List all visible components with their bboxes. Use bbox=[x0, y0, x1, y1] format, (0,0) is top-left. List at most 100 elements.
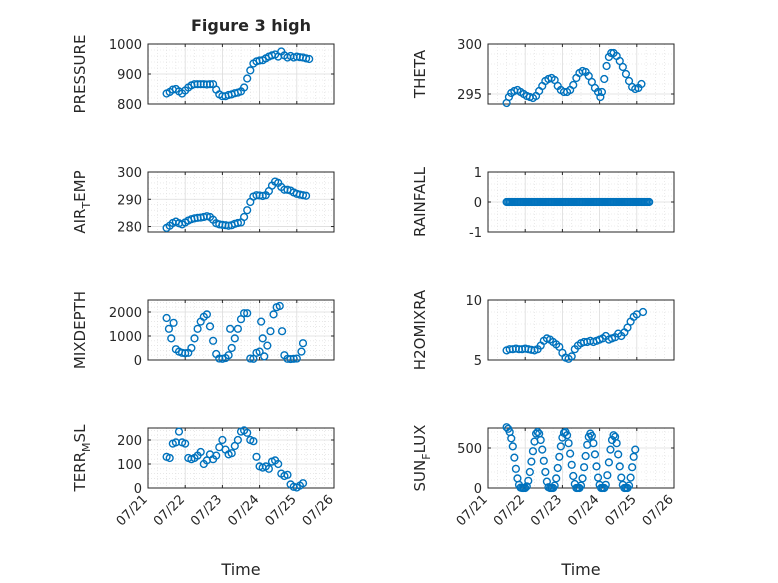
x-tick-label: 07/22 bbox=[491, 492, 528, 529]
data-point bbox=[637, 79, 646, 89]
x-axis-label: Time bbox=[560, 560, 600, 579]
data-point bbox=[587, 431, 596, 441]
data-series bbox=[502, 48, 646, 108]
data-point bbox=[164, 324, 174, 333]
data-series bbox=[502, 197, 654, 207]
data-point bbox=[187, 343, 196, 353]
data-point bbox=[302, 191, 311, 200]
data-point bbox=[298, 191, 308, 200]
x-tick-label: 07/23 bbox=[528, 492, 565, 529]
data-point bbox=[298, 339, 308, 348]
data-point bbox=[289, 354, 298, 363]
y-axis-label: RAINFALL bbox=[411, 166, 429, 237]
data-point bbox=[593, 473, 603, 482]
data-point bbox=[645, 197, 654, 207]
data-point bbox=[205, 322, 215, 331]
y-tick-label: 1000 bbox=[109, 330, 142, 345]
data-point bbox=[604, 52, 614, 62]
data-point bbox=[621, 69, 631, 79]
data-point bbox=[264, 464, 274, 473]
data-point bbox=[243, 206, 252, 215]
data-point bbox=[205, 80, 215, 89]
data-point bbox=[305, 54, 314, 64]
data-point bbox=[567, 460, 576, 469]
data-point bbox=[602, 61, 611, 71]
data-point bbox=[638, 307, 648, 317]
data-point bbox=[190, 334, 199, 343]
data-point bbox=[600, 74, 609, 84]
data-series bbox=[162, 301, 308, 364]
subplot-air-temp: 280 290 300 AIRTEMP bbox=[71, 166, 335, 236]
data-point bbox=[233, 324, 243, 333]
subplot-rainfall: -1 0 1 RAINFALL bbox=[411, 166, 675, 241]
data-point bbox=[592, 462, 601, 471]
figure-title: Figure 3 high bbox=[191, 16, 311, 35]
data-point bbox=[218, 435, 227, 445]
data-point bbox=[233, 218, 243, 228]
y-tick-label: 800 bbox=[117, 98, 142, 113]
axes-box bbox=[487, 299, 675, 361]
data-point bbox=[606, 445, 615, 454]
data-point bbox=[615, 462, 624, 471]
data-point bbox=[240, 309, 249, 318]
y-tick-label: 200 bbox=[117, 434, 142, 449]
data-point bbox=[525, 467, 534, 477]
data-point bbox=[246, 66, 255, 75]
data-point bbox=[504, 92, 514, 102]
x-tick-label: 07/23 bbox=[188, 492, 225, 529]
data-point bbox=[604, 458, 614, 467]
data-series bbox=[502, 423, 640, 493]
data-point bbox=[569, 80, 578, 90]
y-tick-label: 1000 bbox=[109, 38, 142, 53]
data-point bbox=[541, 467, 550, 477]
data-point bbox=[521, 483, 530, 493]
data-point bbox=[536, 435, 545, 445]
y-tick-label: 300 bbox=[457, 38, 482, 53]
data-point bbox=[227, 343, 236, 353]
y-tick-label: 5 bbox=[474, 354, 482, 369]
data-point bbox=[597, 87, 607, 97]
data-point bbox=[601, 480, 610, 489]
axes-box bbox=[487, 43, 675, 105]
data-point bbox=[274, 459, 283, 469]
y-tick-label: 2000 bbox=[109, 306, 142, 321]
data-point bbox=[555, 452, 564, 461]
x-tick-label: 07/25 bbox=[263, 492, 300, 529]
data-point bbox=[243, 74, 252, 83]
data-point bbox=[202, 310, 212, 319]
data-point bbox=[550, 481, 559, 490]
x-tick-label: 07/22 bbox=[151, 492, 188, 529]
x-tick-label: 07/24 bbox=[565, 492, 602, 529]
data-point bbox=[576, 481, 586, 490]
x-tick-label: 07/21 bbox=[114, 492, 151, 529]
data-point bbox=[626, 473, 635, 482]
data-point bbox=[255, 347, 264, 356]
data-point bbox=[590, 450, 600, 459]
data-point bbox=[165, 453, 174, 463]
data-point bbox=[283, 470, 292, 479]
data-point bbox=[174, 427, 184, 436]
data-point bbox=[275, 301, 284, 311]
subplot-sun-flux: 0 500 07/21 07/22 07/23 07/24 07/25 07/26 Time SU… bbox=[411, 423, 677, 579]
data-point bbox=[226, 324, 235, 333]
data-point bbox=[533, 427, 542, 437]
data-point bbox=[617, 473, 626, 482]
x-tick-label: 07/25 bbox=[603, 492, 640, 529]
data-point bbox=[596, 92, 605, 102]
data-point bbox=[252, 452, 261, 461]
x-tick-label: 07/26 bbox=[300, 492, 337, 529]
data-point bbox=[169, 318, 178, 327]
data-point bbox=[552, 474, 561, 483]
data-point bbox=[579, 463, 589, 472]
data-point bbox=[578, 474, 587, 483]
data-point bbox=[538, 445, 547, 454]
y-tick-label: -1 bbox=[469, 226, 482, 241]
data-point bbox=[539, 456, 548, 465]
data-point bbox=[230, 334, 239, 343]
y-axis-label: AIRTEMP bbox=[71, 170, 93, 233]
data-point bbox=[233, 435, 243, 445]
data-point bbox=[569, 471, 578, 481]
y-tick-label: 295 bbox=[457, 88, 482, 103]
data-point bbox=[527, 457, 536, 466]
